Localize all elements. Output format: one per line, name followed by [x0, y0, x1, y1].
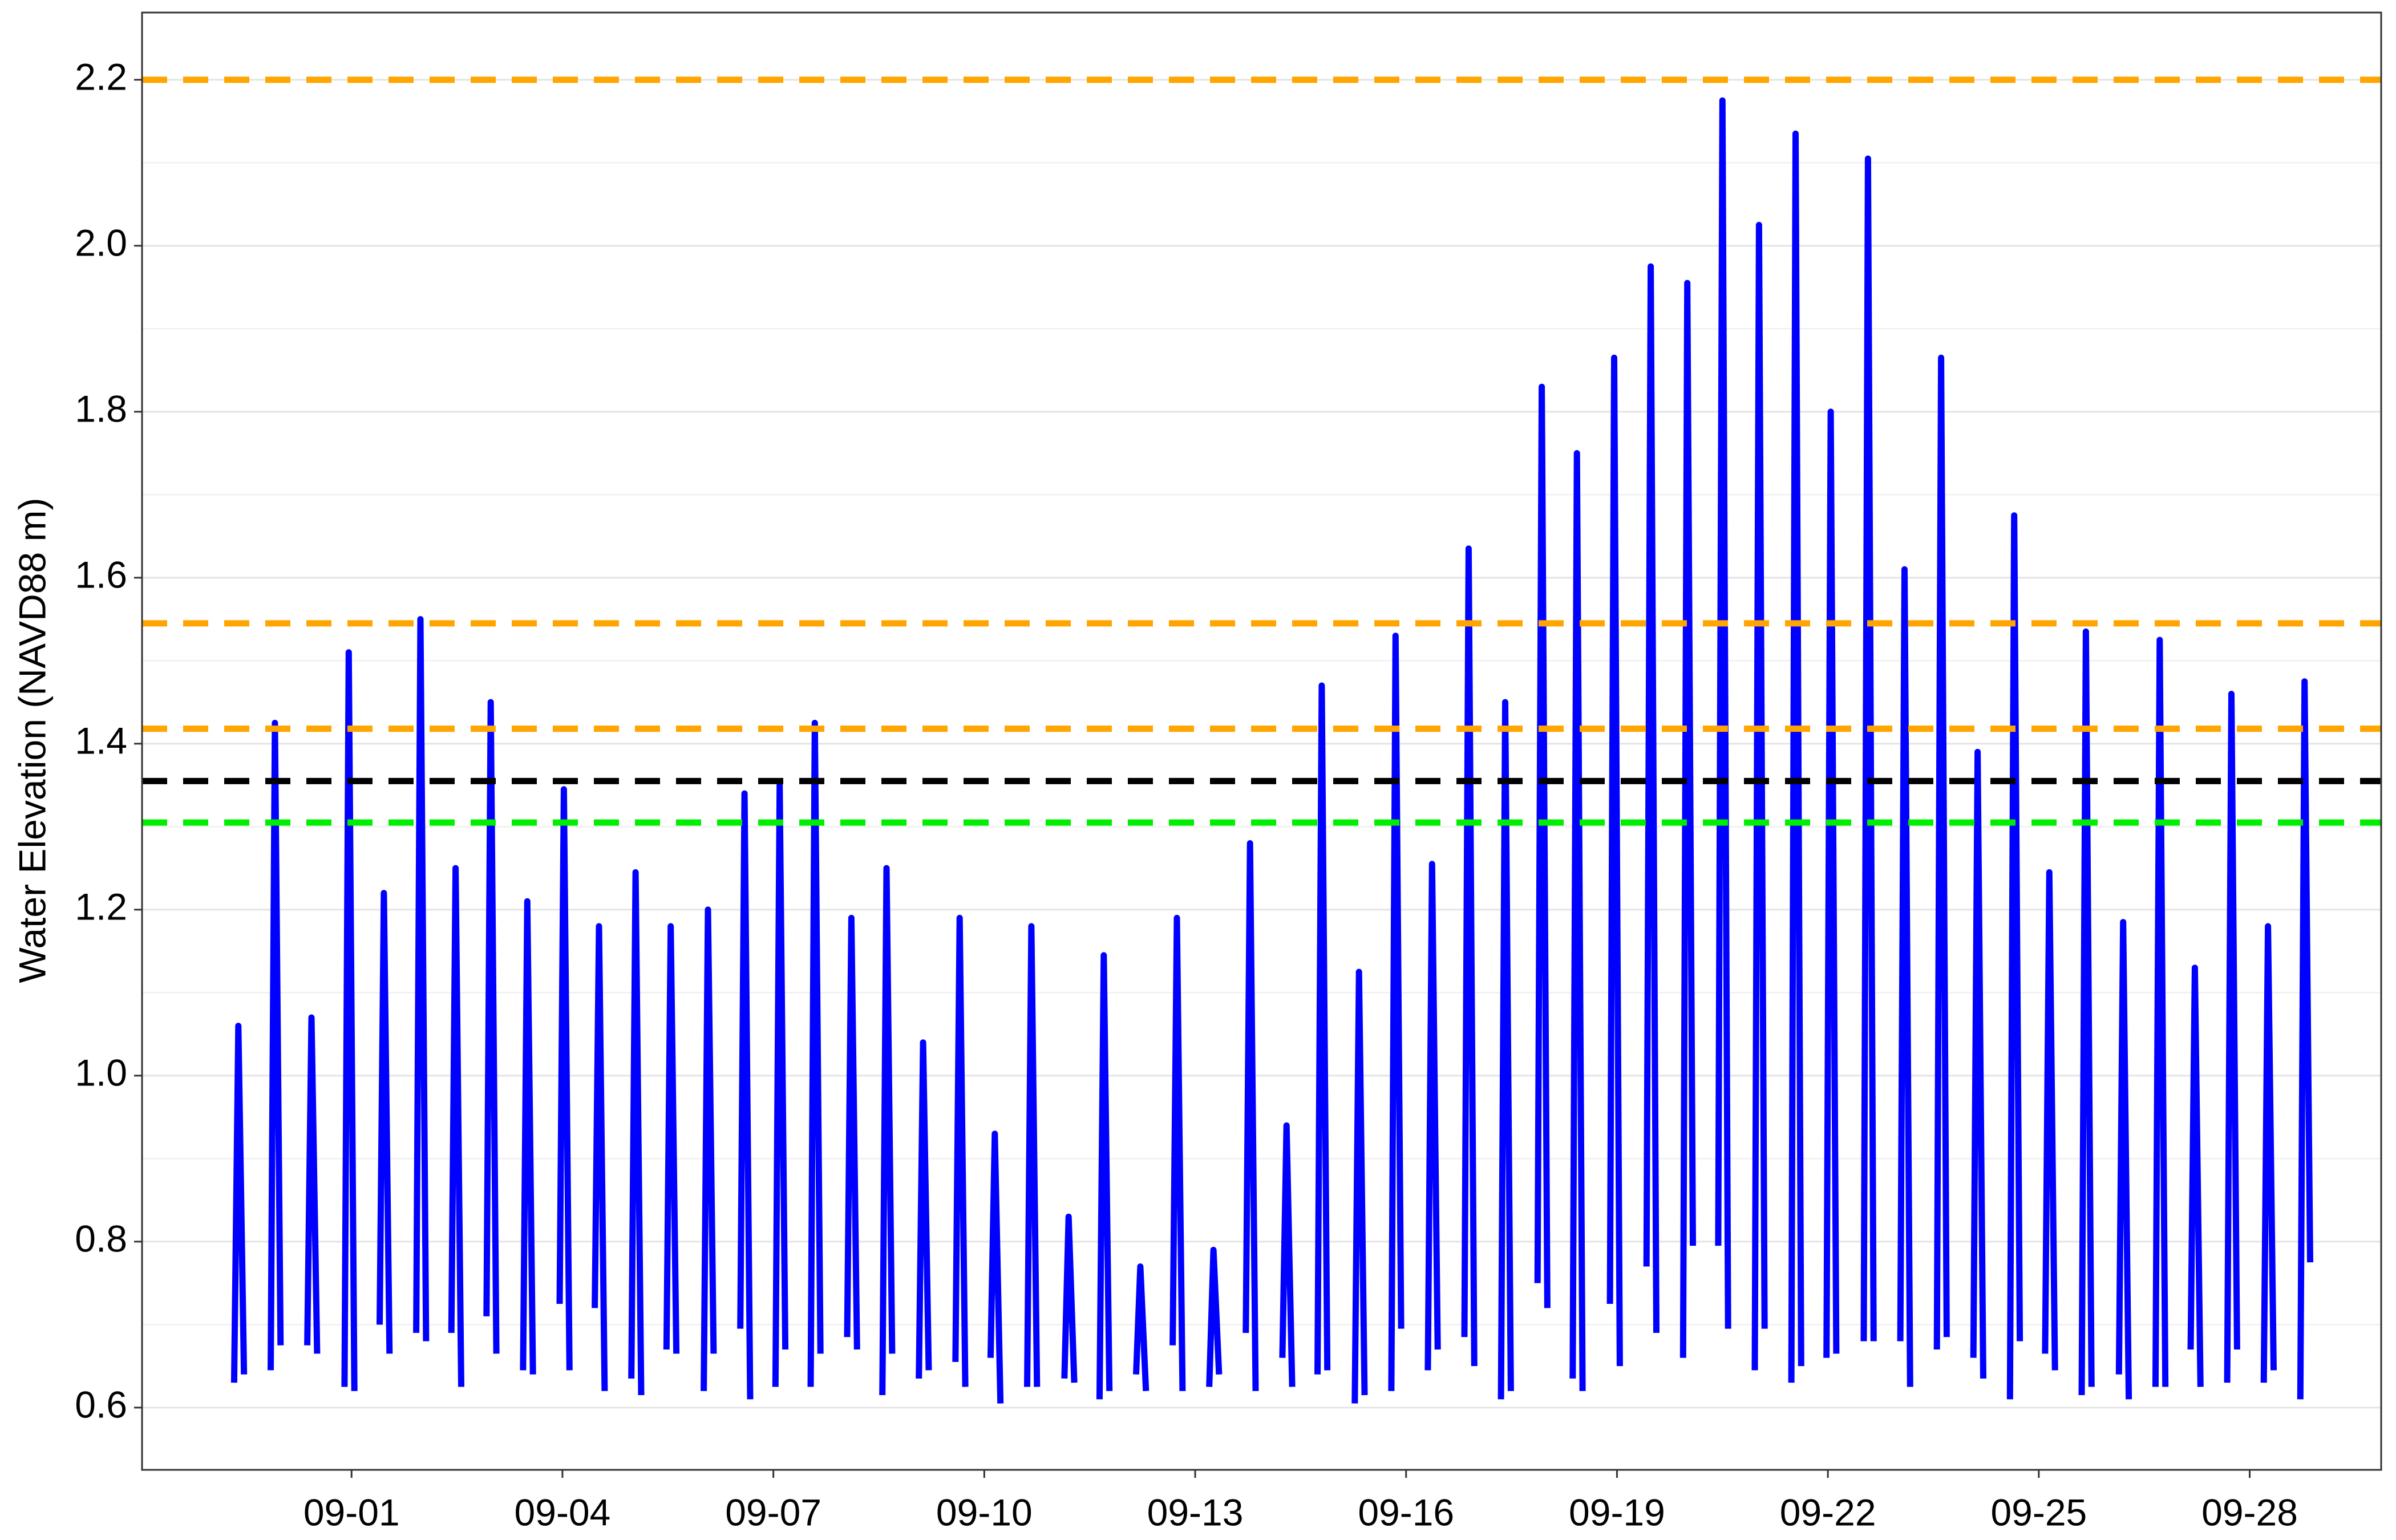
x-tick-label: 09-25 [1990, 1491, 2087, 1533]
x-tick-label: 09-07 [725, 1491, 821, 1533]
y-tick-label: 1.6 [75, 553, 127, 595]
x-tick-label: 09-10 [936, 1491, 1033, 1533]
y-tick-label: 2.0 [75, 221, 127, 264]
x-tick-label: 09-16 [1358, 1491, 1454, 1533]
tide-line [230, 97, 2313, 1404]
y-tick-label: 1.2 [75, 885, 127, 927]
y-tick-label: 2.2 [75, 55, 127, 98]
y-tick-label: 0.6 [75, 1383, 127, 1425]
plot-border [141, 11, 2382, 1471]
x-tick-label: 09-04 [515, 1491, 611, 1533]
x-tick-label: 09-19 [1569, 1491, 1665, 1533]
y-axis-label: Water Elevation (NAVD88 m) [11, 498, 53, 983]
x-tick-label: 09-22 [1780, 1491, 1876, 1533]
y-tick-label: 1.8 [75, 387, 127, 429]
y-tick-label: 0.8 [75, 1217, 127, 1259]
x-tick-label: 09-01 [303, 1491, 400, 1533]
x-tick-label: 09-13 [1147, 1491, 1244, 1533]
x-tick-label: 09-28 [2201, 1491, 2298, 1533]
y-tick-label: 1.4 [75, 719, 127, 761]
y-tick-label: 1.0 [75, 1051, 127, 1093]
